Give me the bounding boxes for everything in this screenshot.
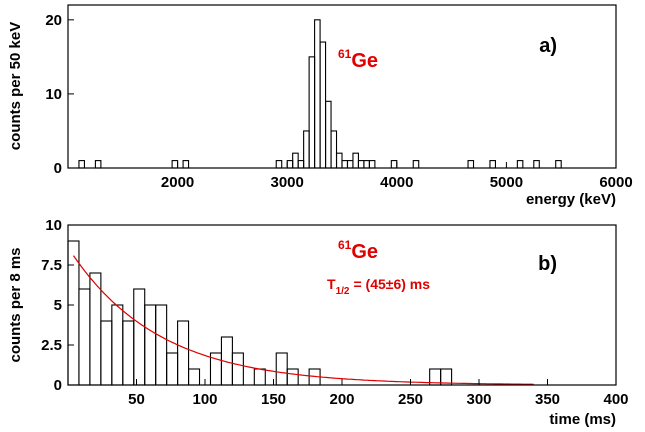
hist-bin [231, 352, 244, 386]
y-tick-label: 20 [45, 12, 62, 29]
x-tick-label: 6000 [599, 174, 632, 191]
x-tick-label: 350 [535, 391, 560, 408]
hist-bin [78, 160, 85, 169]
hist-bin [182, 160, 190, 169]
x-tick-label: 4000 [380, 174, 413, 191]
hist-bin [314, 19, 321, 169]
hist-bin [292, 152, 299, 169]
y-tick-label: 0 [54, 160, 62, 177]
panel-a-tag: a) [539, 35, 557, 57]
hist-bin [297, 160, 305, 169]
hist-bin [363, 160, 370, 169]
panel-a-xlabel: energy (keV) [526, 191, 616, 208]
hist-bin [171, 160, 179, 169]
hist-bin [516, 160, 524, 169]
panel-a: 2000 3000 4000 5000 6000 0 10 20 energy (keV) c… [7, 4, 633, 208]
hist-bin [489, 160, 496, 169]
hist-bin [122, 320, 135, 386]
hist-bin [330, 130, 338, 169]
hist-bin [335, 152, 343, 169]
panel-a-ylabel: counts per 50 keV [7, 22, 24, 150]
panel-a-marks [78, 19, 562, 169]
panel-a-nuclide-mass: 61 [338, 47, 352, 61]
panel-a-frame [67, 4, 617, 169]
x-tick-label: 100 [192, 391, 217, 408]
x-tick-label: 250 [398, 391, 423, 408]
hist-bin [78, 288, 91, 386]
hist-bin [111, 304, 124, 386]
hist-bin [177, 320, 190, 386]
x-tick-label: 3000 [271, 174, 304, 191]
hist-bin [275, 352, 288, 386]
hist-bin [341, 160, 349, 169]
hist-bin [144, 304, 157, 386]
fit-curve [73, 255, 534, 385]
panel-b-ylabel: counts per 8 ms [7, 247, 24, 362]
panel-a-nuclide: 61Ge [338, 47, 378, 72]
hist-bin [467, 160, 475, 169]
hist-bin [253, 368, 266, 386]
y-tick-label: 2.5 [41, 337, 62, 354]
hist-bin [346, 160, 354, 169]
hist-bin [308, 56, 316, 169]
halflife-label: T1/2 = (45±6) ms [327, 276, 430, 297]
y-tick-label: 7.5 [41, 257, 62, 274]
panel-b-nuclide: 61Ge [338, 238, 378, 263]
hist-bin [325, 100, 332, 169]
hist-bin [155, 304, 168, 386]
x-tick-label: 2000 [161, 174, 194, 191]
y-tick-label: 10 [45, 86, 62, 103]
hist-bin [188, 368, 201, 386]
panel-b-tag: b) [538, 253, 557, 275]
hist-bin [390, 160, 398, 169]
hist-bin [368, 160, 376, 169]
halflife-subscript: 1/2 [336, 286, 350, 297]
hist-bin [303, 130, 310, 169]
panel-a-ticks: 2000 3000 4000 5000 6000 0 10 20 [45, 12, 632, 191]
y-tick-label: 5 [54, 297, 62, 314]
x-tick-label: 5000 [490, 174, 523, 191]
hist-bin [319, 41, 327, 169]
hist-bin [166, 352, 179, 386]
panel-b-xlabel: time (ms) [549, 411, 616, 428]
hist-bin [286, 368, 299, 386]
panel-a-nuclide-element: Ge [351, 50, 378, 72]
hist-bin [533, 160, 540, 169]
hist-bin [555, 160, 562, 169]
x-tick-label: 400 [603, 391, 628, 408]
panel-b: 50 100 150 200 250 300 350 400 0 2.5 5 7.5 10 time (… [7, 217, 629, 428]
hist-bin [67, 240, 80, 386]
x-tick-label: 200 [329, 391, 354, 408]
panel-b-ticks: 50 100 150 200 250 300 350 400 0 2.5 5 7.5 10 [41, 217, 628, 408]
hist-bin [412, 160, 420, 169]
hist-bin [352, 152, 359, 169]
hist-bin [275, 160, 283, 169]
x-tick-label: 150 [261, 391, 286, 408]
y-tick-label: 10 [45, 217, 62, 234]
halflife-value: = (45±6) ms [353, 276, 430, 292]
panel-b-nuclide-element: Ge [351, 241, 378, 263]
x-tick-label: 50 [128, 391, 145, 408]
x-tick-label: 300 [466, 391, 491, 408]
y-tick-label: 0 [54, 377, 62, 394]
halflife-symbol: T [327, 276, 336, 292]
hist-bin [100, 320, 113, 386]
panel-b-nuclide-mass: 61 [338, 238, 352, 252]
hist-bin [94, 160, 102, 169]
hist-bin [133, 288, 146, 386]
hist-bin [286, 160, 294, 169]
hist-bin [357, 160, 365, 169]
hist-bin [89, 272, 102, 386]
